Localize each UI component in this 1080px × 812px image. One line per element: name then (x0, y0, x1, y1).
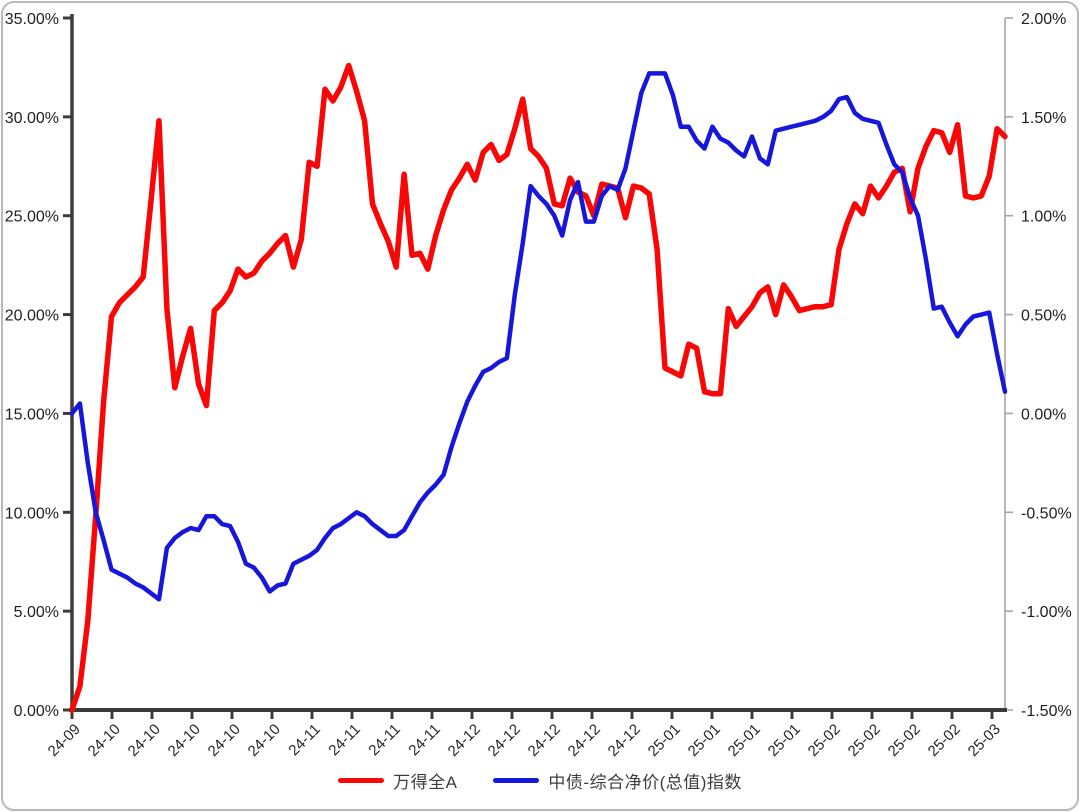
right-axis-label: -1.00% (1021, 604, 1072, 621)
blue-line-swatch-icon (493, 778, 540, 783)
right-axis-label: -0.50% (1021, 505, 1072, 522)
right-axis-label: 2.00% (1021, 11, 1066, 28)
right-axis-label: 1.50% (1021, 110, 1066, 127)
x-axis-label: 25-03 (965, 721, 1004, 760)
right-axis-label: 0.50% (1021, 308, 1066, 325)
x-axis-label: 24-11 (365, 721, 403, 759)
legend-label-chinabond-index: 中债-综合净价(总值)指数 (548, 773, 742, 792)
left-axis-label: 30.00% (5, 110, 59, 127)
x-axis-label: 24-10 (85, 721, 124, 760)
x-axis-label: 25-02 (885, 721, 924, 760)
x-axis-label: 24-11 (285, 721, 323, 759)
x-axis-label: 24-10 (165, 721, 204, 760)
x-axis-label: 24-12 (605, 721, 644, 760)
legend-item-chinabond-index: 中债-综合净价(总值)指数 (493, 768, 741, 793)
red-line-swatch-icon (338, 778, 385, 783)
x-axis-label: 25-01 (685, 721, 724, 760)
x-axis-label: 25-01 (645, 721, 684, 760)
legend-item-wind-all-a: 万得全A (338, 768, 457, 793)
x-axis-label: 24-10 (125, 721, 164, 760)
x-axis-label: 25-02 (925, 721, 964, 760)
x-axis-label: 24-12 (485, 721, 524, 760)
x-axis-label: 24-10 (245, 721, 284, 760)
x-axis-label: 24-11 (405, 721, 443, 759)
x-axis-label: 24-09 (45, 721, 84, 760)
x-axis-label: 25-02 (845, 721, 884, 760)
right-axis-label: -1.50% (1021, 703, 1072, 720)
left-axis-label: 5.00% (14, 604, 59, 621)
left-axis-label: 20.00% (5, 308, 59, 325)
x-axis-label: 25-01 (725, 721, 764, 760)
x-axis-label: 25-01 (765, 721, 804, 760)
legend: 万得全A 中债-综合净价(总值)指数 (0, 768, 1080, 793)
x-axis-label: 24-12 (445, 721, 484, 760)
x-axis-label: 24-10 (205, 721, 244, 760)
x-axis-label: 25-02 (805, 721, 844, 760)
left-axis-label: 15.00% (5, 406, 59, 423)
right-axis-label: 1.00% (1021, 209, 1066, 226)
left-axis-label: 10.00% (5, 505, 59, 522)
left-axis-label: 0.00% (14, 703, 59, 720)
series-line-wind-all-a (69, 62, 1008, 713)
x-axis-label: 24-12 (525, 721, 564, 760)
left-axis-label: 35.00% (5, 11, 59, 28)
legend-label-wind-all-a: 万得全A (393, 773, 458, 792)
x-axis-label: 24-11 (325, 721, 363, 759)
x-axis-label: 24-12 (565, 721, 604, 760)
left-axis-label: 25.00% (5, 209, 59, 226)
series-line-chinabond-index (69, 71, 1008, 602)
right-axis-label: 0.00% (1021, 406, 1066, 423)
